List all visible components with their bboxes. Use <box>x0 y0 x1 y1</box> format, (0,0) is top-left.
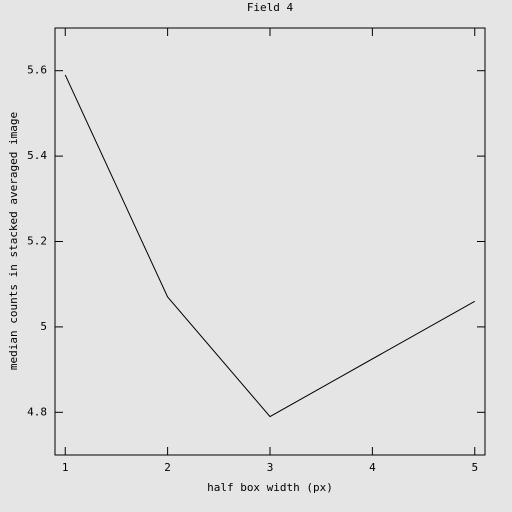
y-tick-label: 5.2 <box>27 235 47 248</box>
x-tick-label: 1 <box>62 461 69 474</box>
x-axis-label: half box width (px) <box>207 481 333 494</box>
chart-title: Field 4 <box>247 1 294 14</box>
y-tick-label: 5.6 <box>27 64 47 77</box>
x-tick-label: 4 <box>369 461 376 474</box>
y-tick-label: 5.4 <box>27 149 47 162</box>
data-line <box>64 74 476 418</box>
plot-frame <box>54 27 486 456</box>
x-tick-label: 5 <box>471 461 478 474</box>
y-tick-label: 4.8 <box>27 405 47 418</box>
y-axis-label: median counts in stacked averaged image <box>7 112 20 370</box>
x-tick-label: 2 <box>164 461 171 474</box>
x-tick-label: 3 <box>267 461 274 474</box>
y-tick-label: 5 <box>40 320 47 333</box>
